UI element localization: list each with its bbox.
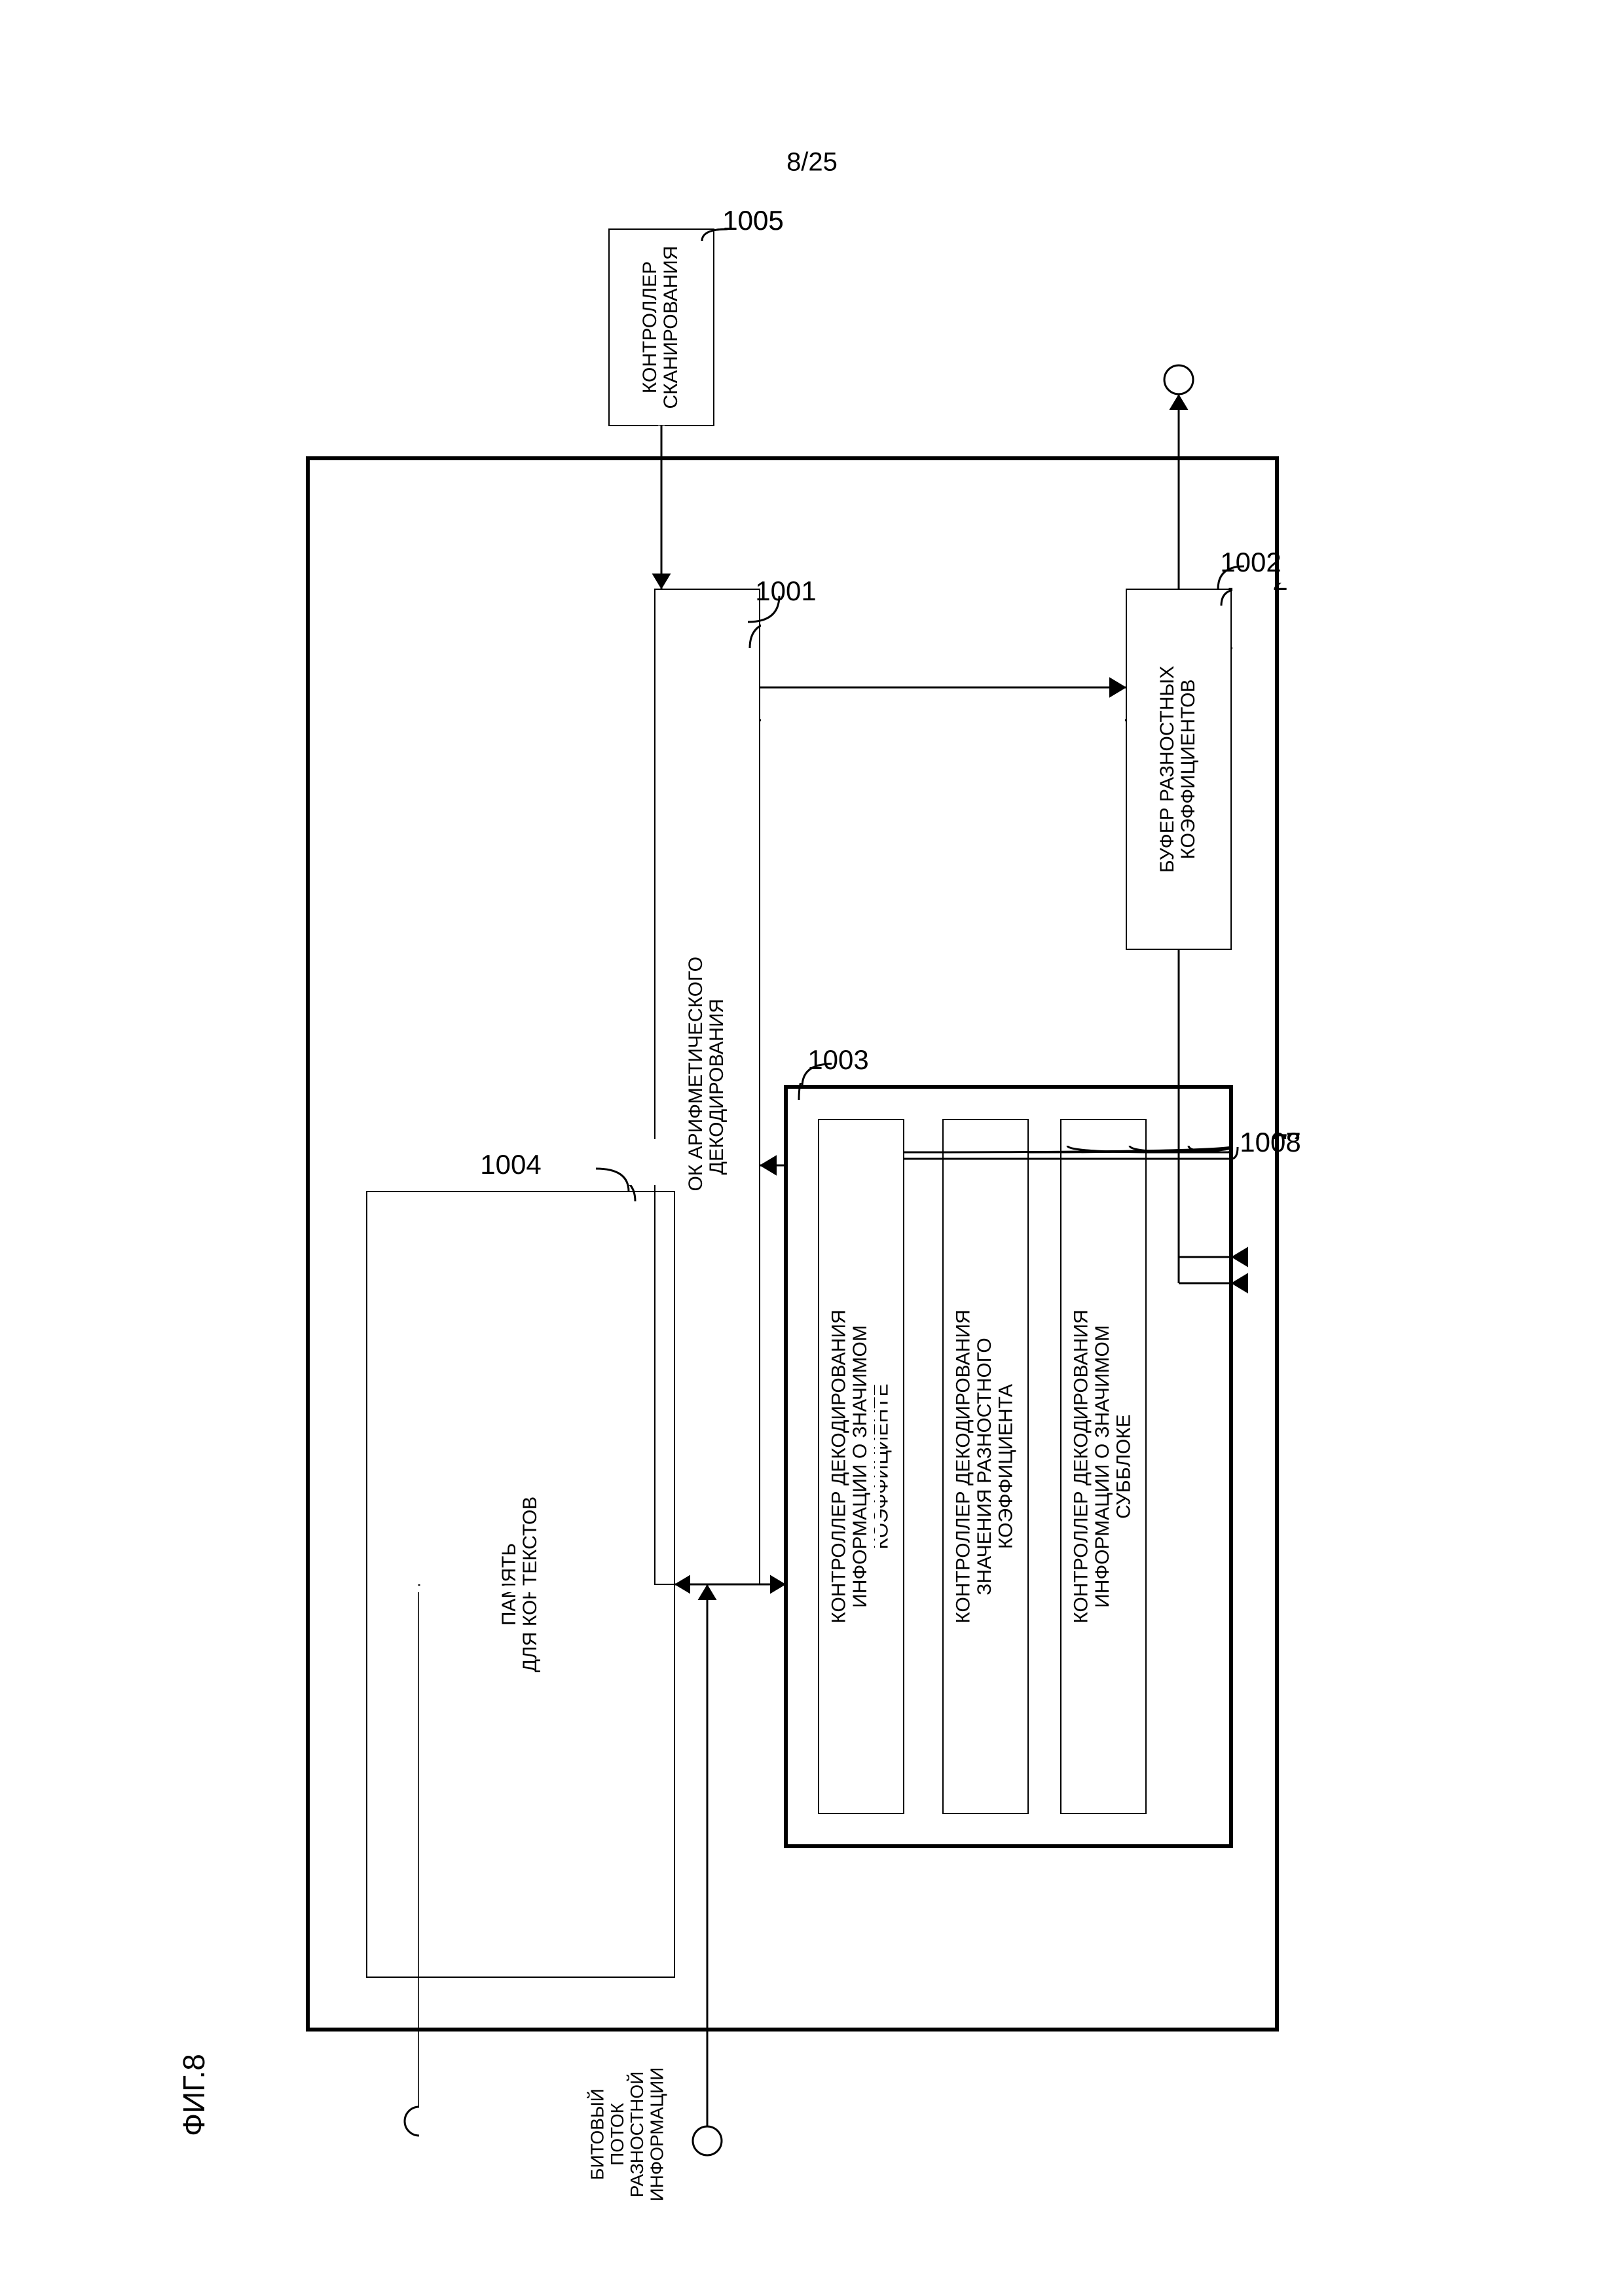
difference-buffer-label: БУФЕР РАЗНОСТНЫХКОЭФФИЦИЕНТОВ <box>1156 666 1199 873</box>
ref-1002-text: 1002 <box>1220 547 1281 577</box>
input-label: БИТОВЫЙПОТОКРАЗНОСТНОЙИНФОРМАЦИИ <box>587 2068 667 2202</box>
output-port <box>1164 365 1193 394</box>
input-port-final2 <box>693 2126 722 2155</box>
ref-1004-text: 1004 <box>480 1149 541 1180</box>
ref-1001-text: 1001 <box>755 575 816 606</box>
arrowhead-icon <box>1170 394 1189 410</box>
page-header: 8/25 <box>786 148 838 177</box>
scan-controller-label-2: КОНТРОЛЛЕРСКАНИРОВАНИЯ <box>639 246 682 409</box>
ref-1005-b: 1005 <box>722 205 783 236</box>
ref-1008-text: 1008 <box>1240 1127 1301 1157</box>
ref-1003-text: 1003 <box>807 1044 868 1075</box>
figure-label: ФИГ.8 <box>177 2054 211 2136</box>
